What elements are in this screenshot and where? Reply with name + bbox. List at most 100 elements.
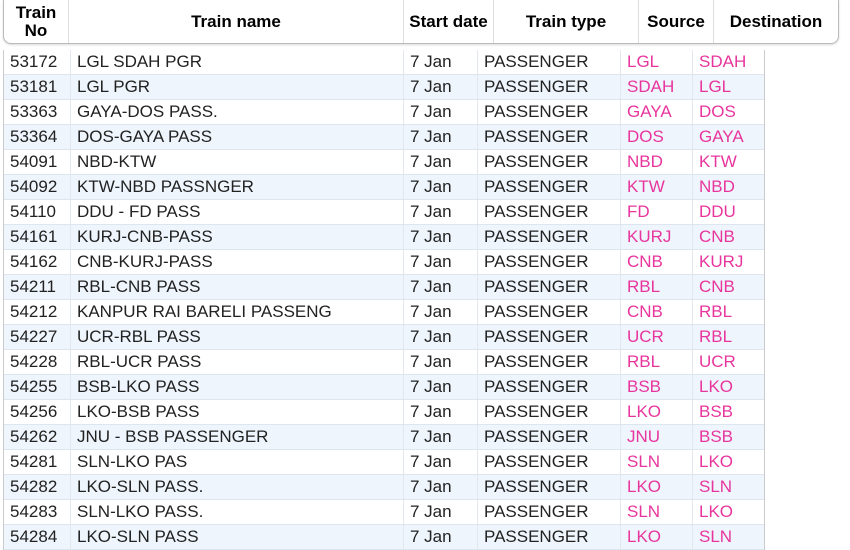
table-cell: GAYA-DOS PASS. — [71, 100, 404, 124]
table-cell: SLN — [699, 477, 733, 496]
table-cell: BSB — [699, 427, 734, 446]
table-cell: DOS-GAYA PASS — [71, 125, 404, 149]
table-cell: LKO — [699, 452, 734, 471]
table-cell: 54282 — [4, 475, 71, 499]
table-cell: UCR-RBL PASS — [71, 325, 404, 349]
table-cell: PASSENGER — [478, 450, 621, 474]
table-cell: PASSENGER — [478, 75, 621, 99]
column-header[interactable]: Destination — [729, 11, 823, 31]
table-cell: 7 Jan — [404, 500, 478, 524]
table-cell: 53172 — [4, 50, 71, 74]
table-cell: 7 Jan — [404, 125, 478, 149]
table-row[interactable]: 54228 RBL-UCR PASS 7 Jan PASSENGER RBL UCR — [4, 350, 764, 375]
table-cell: CNB — [699, 227, 735, 246]
table-cell: PASSENGER — [478, 50, 621, 74]
table-cell: LKO-BSB PASS — [71, 400, 404, 424]
table-row[interactable]: 53181 LGL PGR 7 Jan PASSENGER SDAH LGL — [4, 75, 764, 100]
table-cell: 7 Jan — [404, 175, 478, 199]
table-cell: 7 Jan — [404, 100, 478, 124]
table-row[interactable]: 54212 KANPUR RAI BARELI PASSENG 7 Jan PASSE… — [4, 300, 764, 325]
table-cell: 54161 — [4, 225, 71, 249]
table-cell: PASSENGER — [478, 200, 621, 224]
table-row[interactable]: 54162 CNB-KURJ-PASS 7 Jan PASSENGER CNB KURJ — [4, 250, 764, 275]
table-row[interactable]: 53364 DOS-GAYA PASS 7 Jan PASSENGER DOS GAYA — [4, 125, 764, 150]
table-cell: KANPUR RAI BARELI PASSENG — [71, 300, 404, 324]
table-row[interactable]: 54161 KURJ-CNB-PASS 7 Jan PASSENGER KURJ CNB — [4, 225, 764, 250]
table-cell: RBL — [699, 327, 733, 346]
table-row[interactable]: 54211 RBL-CNB PASS 7 Jan PASSENGER RBL CNB — [4, 275, 764, 300]
table-cell: PASSENGER — [478, 350, 621, 374]
table-row[interactable]: 54110 DDU - FD PASS 7 Jan PASSENGER FD DDU — [4, 200, 764, 225]
table-row[interactable]: 54281 SLN-LKO PAS 7 Jan PASSENGER SLN LKO — [4, 450, 764, 475]
table-cell: 7 Jan — [404, 200, 478, 224]
table-cell: 54092 — [4, 175, 71, 199]
table-cell: 54091 — [4, 150, 71, 174]
table-row[interactable]: 53172 LGL SDAH PGR 7 Jan PASSENGER LGL SDAH — [4, 50, 764, 75]
table-cell: SLN — [621, 450, 693, 474]
table-cell: 54227 — [4, 325, 71, 349]
table-cell: SLN — [699, 527, 733, 546]
table-cell: 7 Jan — [404, 75, 478, 99]
table-cell: PASSENGER — [478, 475, 621, 499]
column-header[interactable]: Train type — [494, 0, 639, 43]
table-cell: LKO-SLN PASS — [71, 525, 404, 549]
table-cell: 54110 — [4, 200, 71, 224]
column-header[interactable]: Start date — [404, 0, 494, 43]
table-cell: 54281 — [4, 450, 71, 474]
table-cell: 7 Jan — [404, 350, 478, 374]
table-cell: 7 Jan — [404, 450, 478, 474]
table-cell: PASSENGER — [478, 125, 621, 149]
table-cell: BSB — [621, 375, 693, 399]
table-row[interactable]: 54283 SLN-LKO PASS. 7 Jan PASSENGER SLN LKO — [4, 500, 764, 525]
table-cell: NBD-KTW — [71, 150, 404, 174]
table-cell: 7 Jan — [404, 325, 478, 349]
table-cell: SDAH — [621, 75, 693, 99]
table-cell: PASSENGER — [478, 325, 621, 349]
table-cell: NBD — [699, 177, 735, 196]
table-cell: KURJ-CNB-PASS — [71, 225, 404, 249]
table-cell: DOS — [699, 102, 736, 121]
table-cell: PASSENGER — [478, 425, 621, 449]
table-body: 53172 LGL SDAH PGR 7 Jan PASSENGER LGL SDAH 53… — [3, 50, 765, 550]
table-cell: PASSENGER — [478, 275, 621, 299]
column-header[interactable]: Source — [639, 0, 714, 43]
table-row[interactable]: 54282 LKO-SLN PASS. 7 Jan PASSENGER LKO SLN — [4, 475, 764, 500]
table-cell: 54228 — [4, 350, 71, 374]
table-cell: LGL SDAH PGR — [71, 50, 404, 74]
table-row[interactable]: 54092 KTW-NBD PASSNGER 7 Jan PASSENGER KTW NB… — [4, 175, 764, 200]
table-row[interactable]: 54284 LKO-SLN PASS 7 Jan PASSENGER LKO SLN — [4, 525, 764, 550]
table-cell: 7 Jan — [404, 300, 478, 324]
table-cell: UCR — [621, 325, 693, 349]
column-header[interactable]: Train No — [4, 0, 69, 43]
table-cell: PASSENGER — [478, 150, 621, 174]
table-cell: PASSENGER — [478, 225, 621, 249]
table-cell: 7 Jan — [404, 50, 478, 74]
table-row[interactable]: 53363 GAYA-DOS PASS. 7 Jan PASSENGER GAYA DOS — [4, 100, 764, 125]
table-cell: 53364 — [4, 125, 71, 149]
table-cell: KTW-NBD PASSNGER — [71, 175, 404, 199]
table-cell: PASSENGER — [478, 175, 621, 199]
table-row[interactable]: 54255 BSB-LKO PASS 7 Jan PASSENGER BSB LKO — [4, 375, 764, 400]
table-cell: PASSENGER — [478, 500, 621, 524]
table-cell: GAYA — [699, 127, 744, 146]
table-cell: CNB — [621, 300, 693, 324]
column-header[interactable]: Train name — [69, 0, 404, 43]
table-cell: RBL — [699, 302, 733, 321]
table-cell: PASSENGER — [478, 525, 621, 549]
table-cell: 7 Jan — [404, 150, 478, 174]
table-header: Train No Train name Start date Train type So… — [3, 0, 839, 44]
table-row[interactable]: 54091 NBD-KTW 7 Jan PASSENGER NBD KTW — [4, 150, 764, 175]
table-row[interactable]: 54227 UCR-RBL PASS 7 Jan PASSENGER UCR RBL — [4, 325, 764, 350]
table-row[interactable]: 54256 LKO-BSB PASS 7 Jan PASSENGER LKO BSB — [4, 400, 764, 425]
table-cell: DDU - FD PASS — [71, 200, 404, 224]
table-cell: RBL-CNB PASS — [71, 275, 404, 299]
table-cell: SLN — [621, 500, 693, 524]
table-cell: JNU — [621, 425, 693, 449]
table-cell: FD — [621, 200, 693, 224]
table-cell: LGL — [699, 77, 732, 96]
table-cell: RBL — [621, 350, 693, 374]
table-cell: CNB — [621, 250, 693, 274]
table-row[interactable]: 54262 JNU - BSB PASSENGER 7 Jan PASSENGER JN… — [4, 425, 764, 450]
table-cell: PASSENGER — [478, 400, 621, 424]
table-cell: PASSENGER — [478, 100, 621, 124]
